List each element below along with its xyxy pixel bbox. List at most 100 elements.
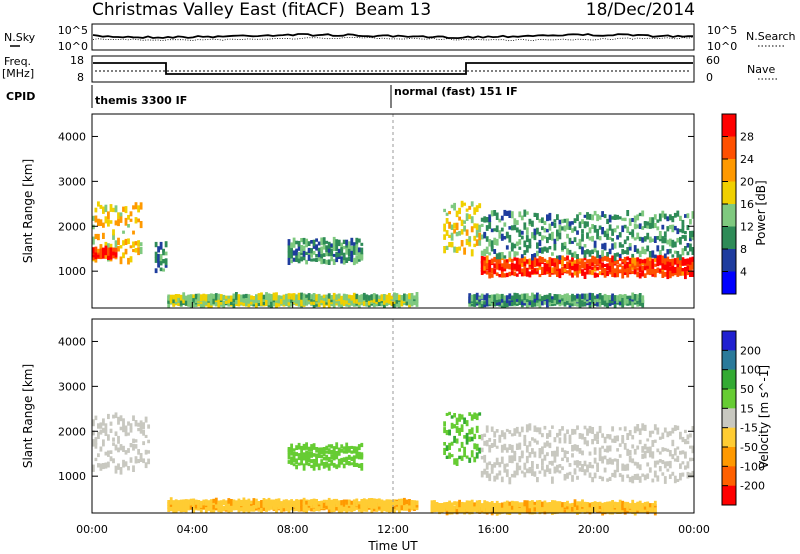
data-cell [332, 498, 336, 503]
data-cell [568, 509, 572, 514]
data-cell [385, 507, 389, 512]
data-cell [653, 214, 657, 220]
data-cell [352, 302, 356, 307]
data-cell [613, 271, 617, 278]
data-cell [112, 207, 115, 213]
data-cell [621, 217, 625, 221]
data-cell [478, 412, 482, 416]
data-cell [465, 420, 469, 427]
x-axis-label: Time UT [367, 539, 418, 553]
data-cell [689, 267, 692, 272]
data-cell [443, 502, 447, 506]
data-cell [174, 296, 178, 302]
data-cell [485, 501, 489, 507]
data-cell [322, 258, 326, 264]
data-cell [573, 295, 577, 301]
data-cell [122, 425, 125, 433]
data-cell [616, 464, 620, 473]
data-cell [257, 300, 261, 307]
data-cell [653, 269, 657, 274]
data-cell [528, 222, 532, 226]
data-cell [666, 266, 670, 274]
data-cell [651, 506, 655, 511]
data-cell [523, 472, 527, 478]
data-cell [102, 222, 105, 228]
data-cell [332, 253, 336, 257]
data-cell [285, 293, 288, 299]
data-cell [684, 465, 687, 470]
data-cell [581, 233, 584, 242]
data-cell [302, 463, 306, 471]
data-cell [613, 501, 617, 509]
data-cell [355, 293, 359, 300]
data-cell [593, 256, 597, 265]
data-cell [523, 209, 527, 217]
data-cell [310, 248, 314, 254]
data-cell [566, 255, 569, 261]
data-cell [107, 211, 110, 220]
data-cell [129, 256, 133, 263]
data-cell [691, 236, 695, 241]
data-cell [460, 455, 464, 461]
data-cell [641, 423, 645, 431]
data-cell [498, 434, 502, 439]
data-cell [536, 213, 539, 220]
data-cell [493, 475, 497, 482]
data-cell [109, 252, 113, 259]
data-cell [450, 454, 454, 458]
data-cell [553, 500, 557, 508]
data-cell [345, 297, 349, 301]
data-cell [164, 264, 168, 268]
data-cell [598, 453, 602, 462]
data-cell [523, 222, 527, 230]
data-cell [347, 294, 351, 299]
data-cell [611, 243, 615, 250]
data-cell [668, 238, 672, 247]
data-cell [538, 448, 542, 456]
data-cell [691, 426, 695, 431]
data-cell [686, 263, 690, 272]
data-cell [127, 238, 130, 245]
data-cell [653, 424, 657, 431]
data-cell [227, 498, 231, 504]
data-cell [673, 258, 677, 264]
colorbar-swatch [722, 389, 736, 409]
colorbar-swatch [722, 447, 736, 467]
data-cell [302, 293, 306, 300]
data-cell [606, 501, 610, 508]
data-cell [676, 269, 680, 277]
data-cell [586, 212, 589, 220]
data-cell [342, 293, 346, 301]
data-cell [578, 244, 582, 250]
data-cell [520, 502, 524, 506]
data-cell [360, 242, 364, 246]
data-cell [272, 499, 276, 505]
data-cell [596, 506, 600, 512]
data-cell [636, 509, 640, 514]
data-cell [355, 244, 359, 250]
colorbar-swatch [722, 408, 736, 428]
data-cell [355, 296, 359, 304]
data-cell [463, 247, 467, 255]
data-cell [415, 292, 419, 300]
data-cell [167, 500, 171, 504]
data-cell [553, 260, 557, 267]
data-cell [433, 507, 436, 512]
data-cell [297, 456, 301, 461]
data-cell [147, 424, 151, 429]
data-cell [94, 457, 98, 462]
data-cell [606, 434, 610, 439]
data-cell [578, 294, 582, 301]
data-cell [187, 297, 191, 305]
nave-tick-top: 60 [706, 54, 720, 67]
data-cell [307, 293, 311, 301]
data-cell [320, 500, 324, 506]
data-cell [601, 250, 605, 257]
data-cell [265, 503, 268, 512]
data-cell [493, 269, 497, 273]
data-cell [302, 503, 306, 511]
data-cell [438, 503, 441, 507]
data-cell [495, 212, 499, 220]
data-cell [408, 293, 411, 300]
data-cell [317, 302, 321, 307]
